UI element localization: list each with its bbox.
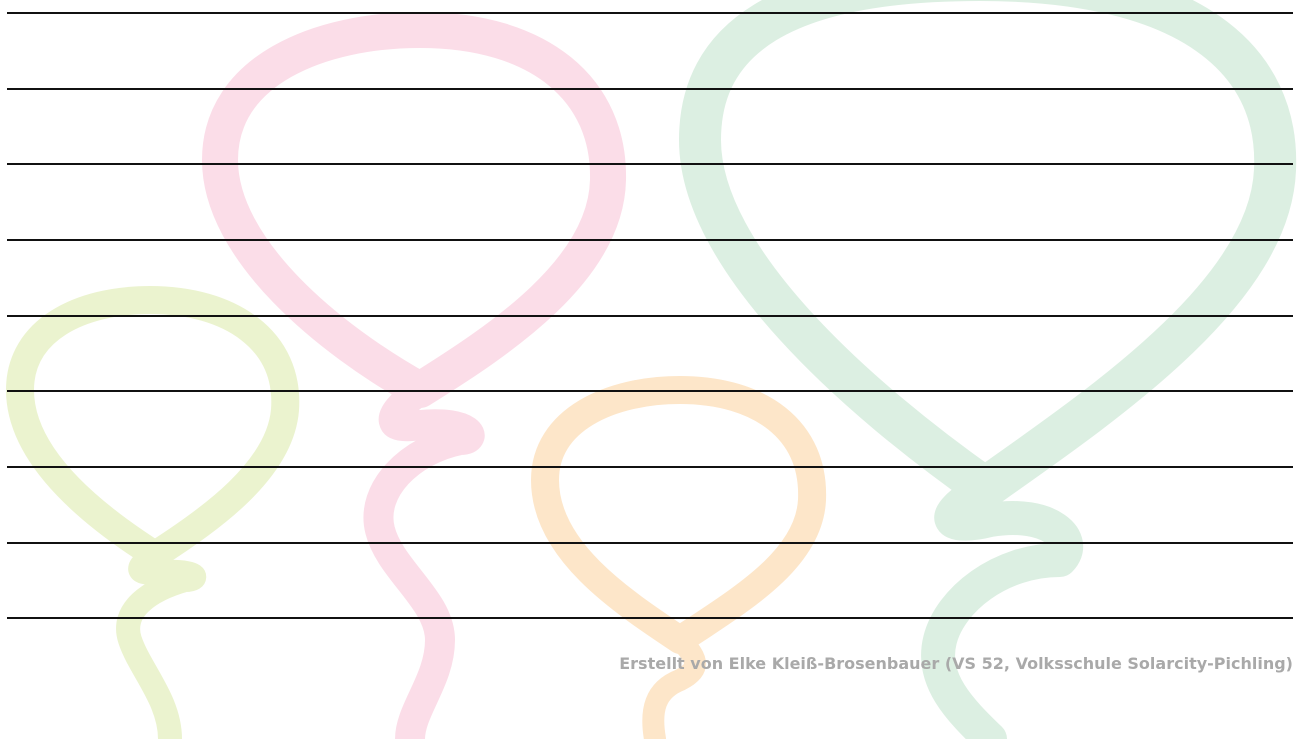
balloon-pink (202, 12, 627, 408)
balloon-green (679, 0, 1297, 509)
balloon-yellow (6, 286, 300, 569)
string-pink (363, 375, 485, 739)
string-yellow (116, 543, 207, 739)
balloons (6, 0, 1297, 739)
string-orange (642, 629, 706, 739)
writing-lines (7, 12, 1293, 619)
credit-text: Erstellt von Elke Kleiß-Brosenbauer (VS … (619, 654, 1293, 673)
string-green (921, 471, 1083, 739)
balloon-orange (531, 376, 827, 654)
